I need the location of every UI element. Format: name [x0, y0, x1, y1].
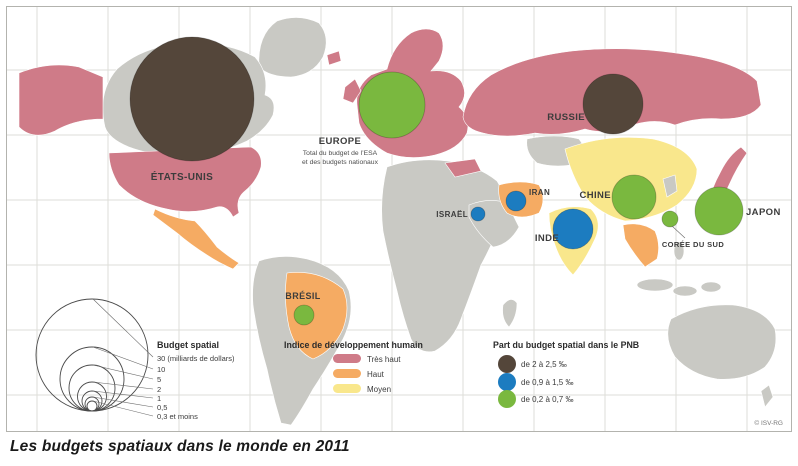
scale-leader-30 [92, 298, 154, 358]
legend-budget-title: Budget spatial [157, 340, 219, 350]
legend-hdi-haut: Haut [367, 370, 385, 379]
island-indonesia-2 [672, 285, 698, 297]
budget-circle-iran [505, 190, 527, 212]
swatch-hdi-tres-haut [333, 354, 361, 363]
legend-budget-1: 1 [157, 394, 161, 403]
swatch-hdi-moyen [333, 384, 361, 393]
world-map: ÉTATS-UNIS EUROPE Total du budget de l’E… [7, 7, 791, 431]
legend-budget-2: 2 [157, 385, 161, 394]
legend-budget-30: 30 (milliards de dollars) [157, 354, 235, 363]
scale-leader-10 [92, 346, 154, 370]
swatch-pnb-high [498, 355, 516, 373]
legend-hdi-title: Indice de développement humain [284, 340, 423, 350]
label-europe-sub1: Total du budget de l’ESA [303, 150, 378, 157]
budget-circle-china [611, 174, 657, 220]
region-southeast-asia [622, 223, 659, 268]
label-russie: RUSSIE [547, 112, 585, 123]
island-indonesia-1 [636, 278, 674, 292]
label-europe-sub2: et des budgets nationaux [302, 159, 379, 166]
scale-leader-05 [92, 396, 154, 408]
label-iran: IRAN [529, 188, 550, 197]
scale-leader-5 [92, 364, 154, 380]
copyright: © ISV-RG [754, 419, 783, 427]
country-uk [342, 78, 362, 104]
country-south-korea [662, 174, 678, 198]
country-iceland [326, 50, 342, 66]
budget-circle-israel [470, 206, 486, 222]
country-australia [667, 304, 777, 380]
budget-circle-europe [358, 71, 426, 139]
label-japon: JAPON [746, 207, 781, 218]
legend-hdi: Indice de développement humain Très haut… [284, 340, 423, 394]
map-labels: ÉTATS-UNIS EUROPE Total du budget de l’E… [151, 112, 781, 301]
legend-budget-05: 0,5 [157, 403, 167, 412]
label-etats-unis: ÉTATS-UNIS [151, 170, 214, 183]
country-new-zealand [760, 384, 774, 408]
swatch-pnb-mid [498, 373, 516, 391]
country-alaska [18, 64, 104, 136]
scale-leader-1 [92, 390, 154, 399]
legend-budget-03: 0,3 et moins [157, 412, 198, 421]
legend-budget-10: 10 [157, 365, 165, 374]
scale-leader-03 [92, 400, 154, 417]
country-turkey [444, 158, 482, 178]
swatch-pnb-low [498, 390, 516, 408]
island-philippines [673, 241, 685, 261]
island-indonesia-3 [700, 281, 722, 293]
country-greenland [258, 17, 327, 78]
legend-pnb: Part du budget spatial dans le PNB de 2 … [493, 340, 639, 408]
budget-circle-india [552, 208, 594, 250]
label-inde: INDE [535, 233, 559, 244]
label-coree-du-sud: CORÉE DU SUD [662, 240, 724, 249]
map-frame: ÉTATS-UNIS EUROPE Total du budget de l’E… [6, 6, 792, 432]
country-usa [108, 146, 262, 218]
budget-circles [129, 36, 744, 326]
legend-hdi-moyen: Moyen [367, 385, 391, 394]
country-brazil [285, 272, 348, 360]
budget-circle-usa [129, 36, 255, 162]
swatch-hdi-haut [333, 369, 361, 378]
label-chine: CHINE [579, 190, 611, 201]
label-israel: ISRAËL [436, 210, 468, 219]
legend-pnb-title: Part du budget spatial dans le PNB [493, 340, 639, 350]
legend-budget: Budget spatial 30 (milliards de dollars)… [35, 298, 235, 421]
budget-circle-south-korea [661, 210, 679, 228]
legend-budget-5: 5 [157, 375, 161, 384]
legend-hdi-tres-haut: Très haut [367, 355, 401, 364]
country-madagascar [502, 299, 518, 328]
budget-circle-brazil [293, 304, 315, 326]
figure-caption: Les budgets spatiaux dans le monde en 20… [10, 438, 350, 455]
legend-pnb-mid: de 0,9 à 1,5 ‰ [521, 378, 573, 387]
legend-pnb-high: de 2 à 2,5 ‰ [521, 360, 567, 369]
scale-circle-03 [86, 400, 98, 412]
leader-south-korea [671, 225, 686, 239]
label-bresil: BRÉSIL [285, 291, 321, 301]
budget-circle-japan [694, 186, 744, 236]
legend-pnb-low: de 0,2 à 0,7 ‰ [521, 395, 573, 404]
budget-circle-russia [582, 73, 644, 135]
scale-leader-2 [92, 381, 154, 390]
label-europe: EUROPE [319, 136, 362, 147]
country-mexico [152, 208, 240, 270]
